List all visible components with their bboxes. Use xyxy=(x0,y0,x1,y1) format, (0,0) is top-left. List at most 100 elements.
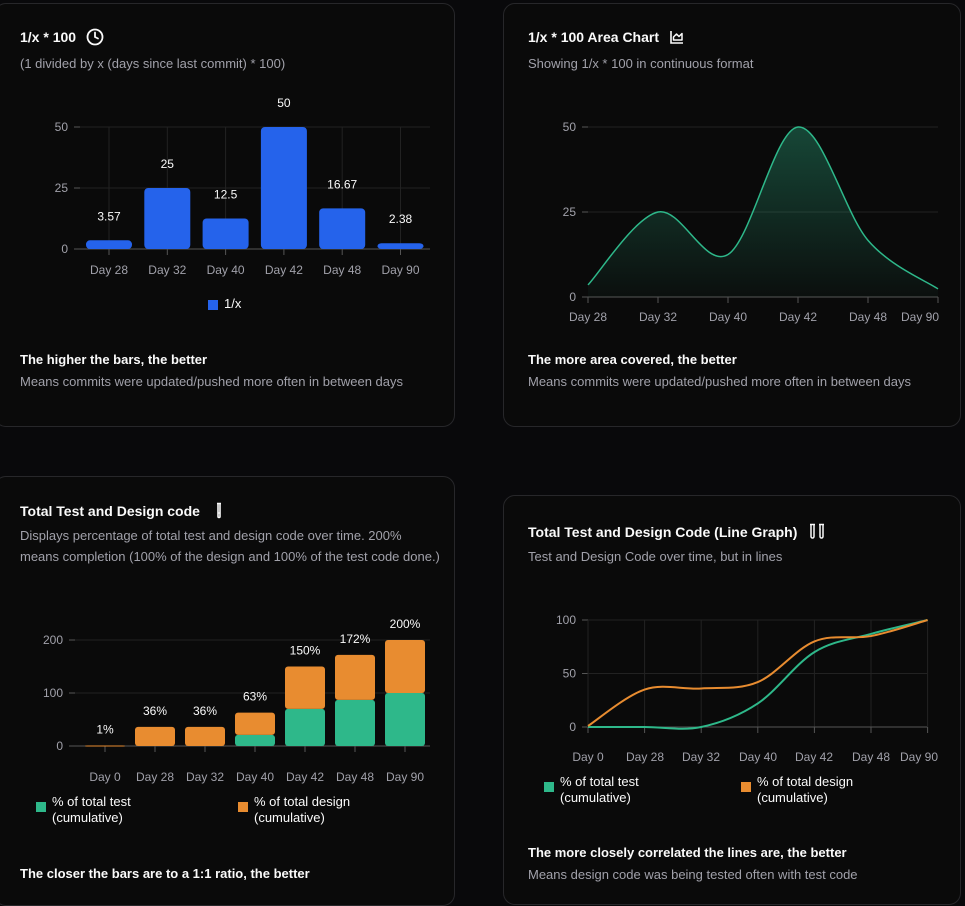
x-tick-label: Day 42 xyxy=(286,770,324,784)
recency-area-chart: 0 25 50 Day 28 Day 32 Day 40 Day 42 Day 48 Day 9… xyxy=(563,120,940,324)
data-label: 172% xyxy=(340,632,371,646)
data-label: 3.57 xyxy=(97,209,121,223)
legend-item-test[interactable]: % of total test (cumulative) xyxy=(544,774,670,806)
legend-item-test[interactable]: % of total test (cumulative) xyxy=(36,794,162,826)
bar-segment xyxy=(335,699,375,746)
data-label: 150% xyxy=(290,644,321,658)
x-tick-label: Day 90 xyxy=(900,750,938,764)
y-tick-label: 0 xyxy=(569,720,576,734)
bar-segment xyxy=(285,666,325,709)
recency-area-title: 1/x * 100 Area Chart xyxy=(528,29,685,45)
bar xyxy=(144,188,191,249)
area-line xyxy=(587,126,939,290)
x-tick-label: Day 48 xyxy=(852,750,890,764)
x-tick-label: Day 32 xyxy=(639,310,677,324)
recency-area-subtitle: Showing 1/x * 100 in continuous format xyxy=(528,56,754,71)
recency-area-footer-text: Means commits were updated/pushed more o… xyxy=(528,374,911,389)
test-design-line-chart: 0 50 100 Day 0 Day 28 Day 32 Day 40 Day 42 Day 4… xyxy=(556,613,938,764)
x-tick-label: Day 28 xyxy=(626,750,664,764)
test-design-line-subtitle: Test and Design Code over time, but in l… xyxy=(528,549,783,564)
test-tube-icon xyxy=(216,502,221,519)
recency-area-footer-title: The more area covered, the better xyxy=(528,352,737,367)
y-tick-label: 50 xyxy=(55,120,69,134)
x-tick-label: Day 28 xyxy=(90,263,128,277)
test-design-line-title-text: Total Test and Design Code (Line Graph) xyxy=(528,524,798,540)
data-label: 25 xyxy=(161,157,175,171)
legend-label: % of total design (cumulative) xyxy=(757,774,854,805)
recency-bar-footer-text: Means commits were updated/pushed more o… xyxy=(20,374,403,389)
data-label: 36% xyxy=(193,704,217,718)
data-label: 36% xyxy=(143,704,167,718)
y-tick-label: 0 xyxy=(56,739,63,753)
legend-label: % of total test (cumulative) xyxy=(560,774,639,805)
x-tick-label: Day 42 xyxy=(779,310,817,324)
legend-item-design[interactable]: % of total design (cumulative) xyxy=(238,794,379,826)
x-tick-label: Day 90 xyxy=(381,263,419,277)
x-tick-label: Day 0 xyxy=(89,770,121,784)
test-design-bar-card xyxy=(0,476,455,906)
bar xyxy=(260,127,307,249)
bar-segment xyxy=(385,640,425,693)
clock-icon xyxy=(86,28,104,46)
bar xyxy=(319,208,366,249)
test-design-line-footer-text: Means design code was being tested often… xyxy=(528,867,858,882)
y-tick-label: 0 xyxy=(61,242,68,256)
recency-bar-title-text: 1/x * 100 xyxy=(20,29,77,45)
data-label: 12.5 xyxy=(214,188,238,202)
legend-swatch xyxy=(208,300,218,310)
x-tick-label: Day 40 xyxy=(236,770,274,784)
recency-bar-footer-title: The higher the bars, the better xyxy=(20,352,208,367)
test-design-bar-footer-title: The closer the bars are to a 1:1 ratio, … xyxy=(20,866,310,881)
y-tick-label: 25 xyxy=(563,205,577,219)
data-label: 63% xyxy=(243,690,267,704)
y-tick-label: 200 xyxy=(43,633,63,647)
legend-swatch xyxy=(544,782,554,792)
x-tick-label: Day 32 xyxy=(148,263,186,277)
x-tick-label: Day 32 xyxy=(682,750,720,764)
x-tick-label: Day 32 xyxy=(186,770,224,784)
test-design-bar-title-text: Total Test and Design code xyxy=(20,503,200,519)
series-line xyxy=(587,619,928,727)
test-design-line-footer-title: The more closely correlated the lines ar… xyxy=(528,845,847,860)
y-tick-label: 100 xyxy=(43,686,63,700)
legend-label: 1/x xyxy=(224,296,242,311)
x-tick-label: Day 42 xyxy=(795,750,833,764)
x-tick-label: Day 0 xyxy=(572,750,604,764)
bar-segment xyxy=(385,693,425,746)
data-label: 1% xyxy=(96,722,114,736)
bar-segment xyxy=(85,745,125,747)
legend-swatch xyxy=(238,802,248,812)
x-tick-label: Day 90 xyxy=(386,770,424,784)
legend-label: % of total test (cumulative) xyxy=(52,794,131,825)
test-design-bar-title: Total Test and Design code xyxy=(20,502,228,520)
series-line xyxy=(587,619,928,730)
recency-area-title-text: 1/x * 100 Area Chart xyxy=(528,29,659,45)
y-tick-label: 100 xyxy=(556,613,576,627)
x-tick-label: Day 48 xyxy=(323,263,361,277)
bar-segment xyxy=(185,726,225,746)
bar-segment xyxy=(335,654,375,700)
bar xyxy=(202,218,249,249)
x-tick-label: Day 48 xyxy=(336,770,374,784)
y-tick-label: 25 xyxy=(55,181,69,195)
legend-label: % of total design (cumulative) xyxy=(254,794,351,825)
data-label: 50 xyxy=(277,96,291,110)
data-label: 16.67 xyxy=(327,177,357,191)
bar xyxy=(86,240,132,249)
x-tick-label: Day 28 xyxy=(569,310,607,324)
bar-segment xyxy=(235,712,275,735)
test-design-line-title: Total Test and Design Code (Line Graph) xyxy=(528,523,827,541)
y-tick-label: 50 xyxy=(563,120,577,134)
x-tick-label: Day 40 xyxy=(739,750,777,764)
legend-item-1x[interactable]: 1/x xyxy=(208,292,241,316)
area-chart-icon xyxy=(670,31,683,44)
recency-bar-title: 1/x * 100 xyxy=(20,28,104,46)
legend-swatch xyxy=(741,782,751,792)
data-label: 200% xyxy=(390,617,421,631)
bar-segment xyxy=(135,726,175,746)
test-design-line-card xyxy=(503,495,961,905)
x-tick-label: Day 40 xyxy=(207,263,245,277)
legend-item-design[interactable]: % of total design (cumulative) xyxy=(741,774,882,806)
area-fill xyxy=(588,126,938,297)
recency-bar-subtitle: (1 divided by x (days since last commit)… xyxy=(20,56,286,71)
